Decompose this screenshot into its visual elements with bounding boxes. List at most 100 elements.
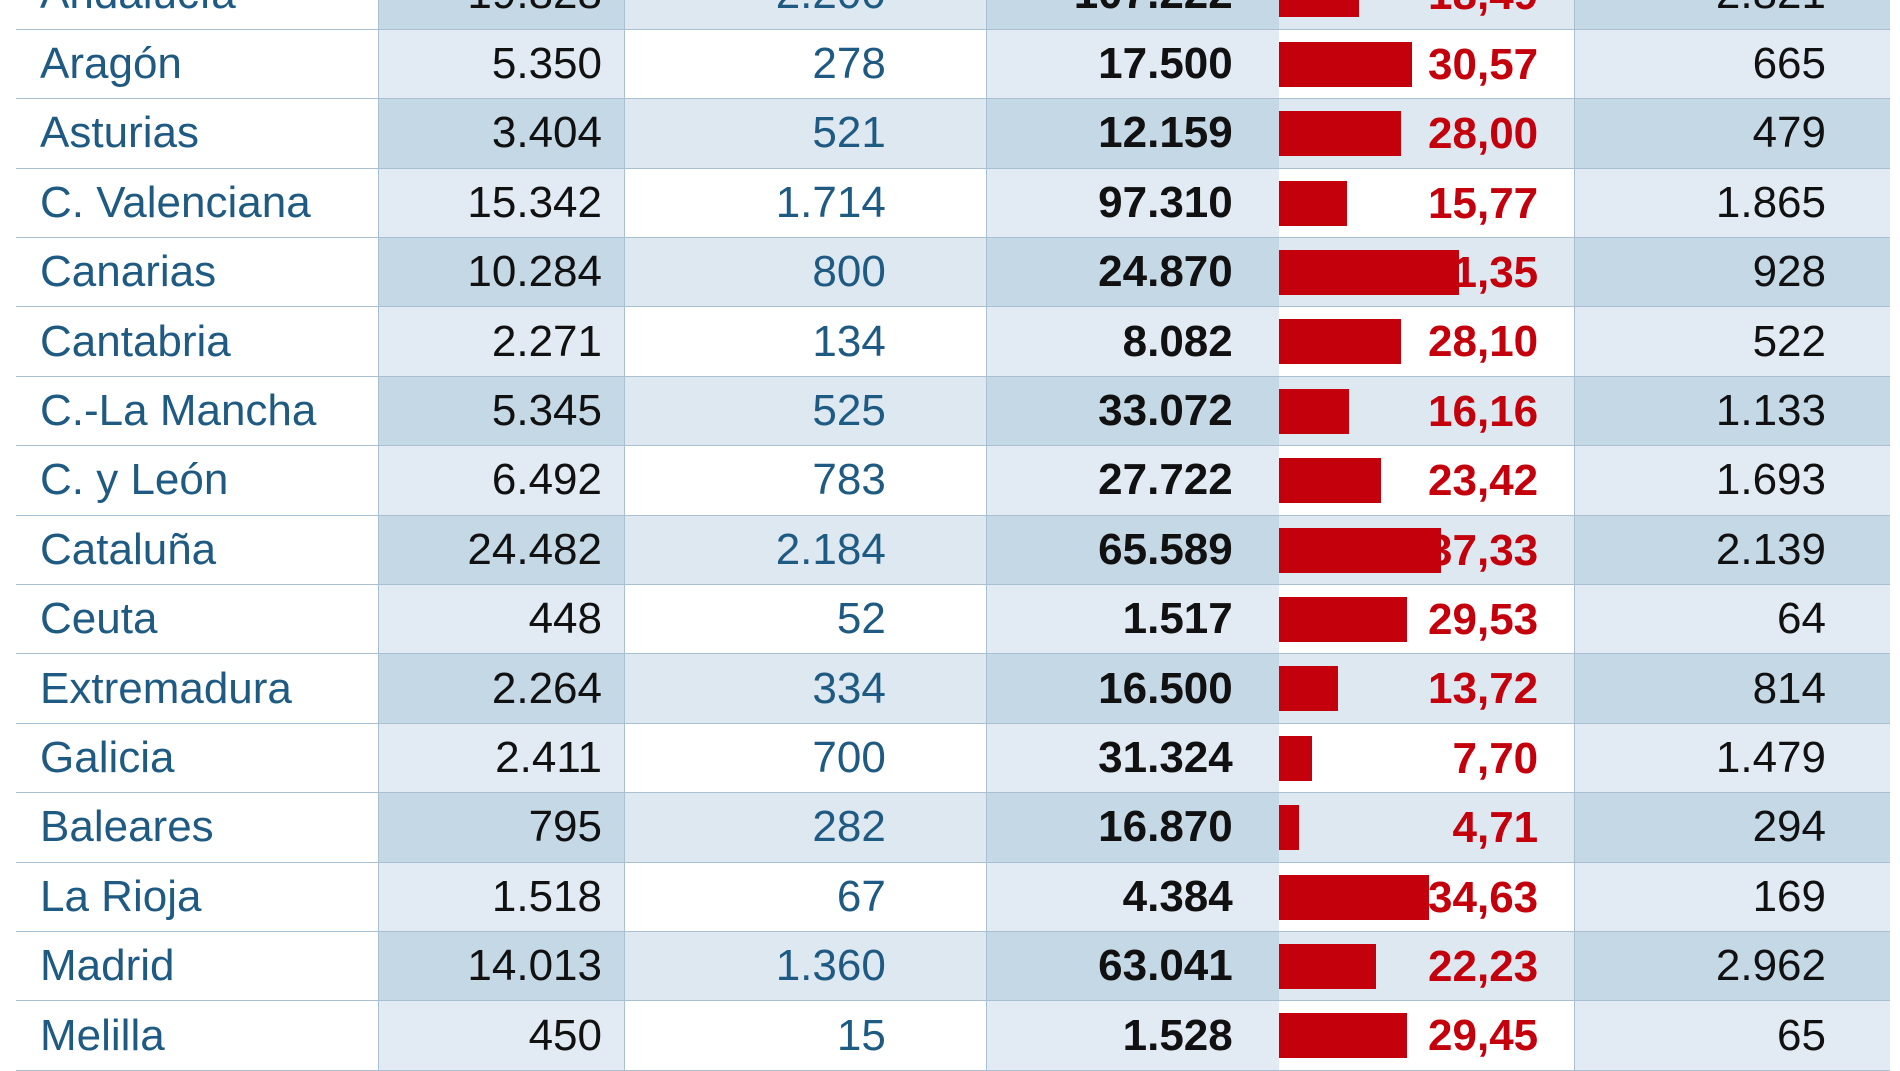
value-b: 800 [624, 237, 987, 308]
value-d: 294 [1574, 792, 1890, 863]
table-row: C. Valenciana 15.342 1.714 97.310 15,77 1.865 [16, 168, 1890, 239]
value-b: 52 [624, 584, 987, 655]
percent-bar [1278, 666, 1339, 712]
percent-value: 4,71 [1452, 803, 1539, 853]
percent-cell: 18,49 [1278, 0, 1576, 30]
table-row: Galicia 2.411 700 31.324 7,70 1.479 [16, 723, 1890, 794]
value-a: 6.492 [378, 445, 626, 516]
percent-value: 16,16 [1428, 386, 1539, 436]
percent-bar [1278, 874, 1430, 920]
value-a: 5.345 [378, 376, 626, 447]
percent-cell: 22,23 [1278, 931, 1576, 1002]
region-name: Baleares [16, 792, 379, 863]
percent-value: 22,23 [1428, 941, 1539, 991]
region-name: Aragón [16, 29, 379, 100]
value-d: 64 [1574, 584, 1890, 655]
value-a: 5.350 [378, 29, 626, 100]
percent-value: 23,42 [1428, 456, 1539, 506]
percent-cell: 29,45 [1278, 1000, 1576, 1071]
region-name: Ceuta [16, 584, 379, 655]
percent-value: 28,10 [1428, 317, 1539, 367]
percent-value: 41,35 [1428, 248, 1539, 298]
value-a: 14.013 [378, 931, 626, 1002]
value-b: 700 [624, 723, 987, 794]
value-d: 65 [1574, 1000, 1890, 1071]
value-d: 665 [1574, 29, 1890, 100]
value-c: 8.082 [986, 306, 1279, 377]
percent-cell: 23,42 [1278, 445, 1576, 516]
percent-value: 15,77 [1428, 178, 1539, 228]
value-c: 16.870 [986, 792, 1279, 863]
value-c: 16.500 [986, 653, 1279, 724]
region-name: Cantabria [16, 306, 379, 377]
value-b: 1.714 [624, 168, 987, 239]
table-row: Baleares 795 282 16.870 4,71 294 [16, 792, 1890, 863]
value-a: 10.284 [378, 237, 626, 308]
value-a: 19.828 [378, 0, 626, 30]
percent-bar [1278, 111, 1401, 157]
percent-cell: 37,33 [1278, 515, 1576, 586]
value-b: 521 [624, 98, 987, 169]
region-name: Cataluña [16, 515, 379, 586]
table-row: Andalucía19.8282.200107.222 18,49 2.821 [16, 0, 1890, 30]
region-name: Galicia [16, 723, 379, 794]
percent-bar [1278, 180, 1348, 226]
value-a: 2.264 [378, 653, 626, 724]
region-name: C.-La Mancha [16, 376, 379, 447]
value-c: 1.528 [986, 1000, 1279, 1071]
percent-bar [1278, 388, 1350, 434]
percent-cell: 4,71 [1278, 792, 1576, 863]
value-d: 479 [1574, 98, 1890, 169]
value-d: 928 [1574, 237, 1890, 308]
region-name: Melilla [16, 1000, 379, 1071]
percent-cell: 7,70 [1278, 723, 1576, 794]
value-c: 97.310 [986, 168, 1279, 239]
percent-bar [1278, 943, 1376, 989]
value-a: 15.342 [378, 168, 626, 239]
percent-cell: 41,35 [1278, 237, 1576, 308]
percent-value: 28,00 [1428, 109, 1539, 159]
percent-value: 7,70 [1452, 733, 1539, 783]
percent-bar [1278, 735, 1313, 781]
value-b: 134 [624, 306, 987, 377]
value-c: 17.500 [986, 29, 1279, 100]
value-a: 795 [378, 792, 626, 863]
percent-value: 29,53 [1428, 595, 1539, 645]
table-row: Cataluña 24.482 2.184 65.589 37,33 2.139 [16, 515, 1890, 586]
percent-cell: 16,16 [1278, 376, 1576, 447]
value-b: 15 [624, 1000, 987, 1071]
value-d: 2.139 [1574, 515, 1890, 586]
value-c: 27.722 [986, 445, 1279, 516]
percent-bar [1278, 319, 1402, 365]
table-row: Madrid 14.013 1.360 63.041 22,23 2.962 [16, 931, 1890, 1002]
value-a: 2.411 [378, 723, 626, 794]
percent-cell: 13,72 [1278, 653, 1576, 724]
table-row: La Rioja 1.518 67 4.384 34,63 169 [16, 862, 1890, 932]
percent-cell: 34,63 [1278, 862, 1576, 932]
value-b: 278 [624, 29, 987, 100]
value-b: 1.360 [624, 931, 987, 1002]
region-name: Extremadura [16, 653, 379, 724]
value-a: 450 [378, 1000, 626, 1071]
region-name: C. Valenciana [16, 168, 379, 239]
percent-bar [1278, 41, 1412, 87]
value-b: 334 [624, 653, 987, 724]
table-row: Asturias 3.404 521 12.159 28,00 479 [16, 98, 1890, 169]
percent-cell: 28,10 [1278, 306, 1576, 377]
value-a: 24.482 [378, 515, 626, 586]
region-name: Madrid [16, 931, 379, 1002]
percent-value: 18,49 [1428, 0, 1538, 29]
table-row: Canarias 10.284 800 24.870 41,35 928 [16, 237, 1890, 308]
value-c: 24.870 [986, 237, 1279, 308]
value-a: 1.518 [378, 862, 626, 932]
table-row: Extremadura 2.264 334 16.500 13,72 814 [16, 653, 1890, 724]
value-b: 2.184 [624, 515, 987, 586]
percent-value: 30,57 [1428, 39, 1539, 89]
value-d: 814 [1574, 653, 1890, 724]
value-c: 4.384 [986, 862, 1279, 932]
value-d: 2.962 [1574, 931, 1890, 1002]
data-table: Andalucía19.8282.200107.22218,492.821Ara… [16, 0, 1890, 1071]
value-d: 1.479 [1574, 723, 1890, 794]
percent-value: 34,63 [1428, 872, 1539, 922]
table-body: Andalucía19.8282.200107.22218,492.821Ara… [16, 0, 1890, 1071]
